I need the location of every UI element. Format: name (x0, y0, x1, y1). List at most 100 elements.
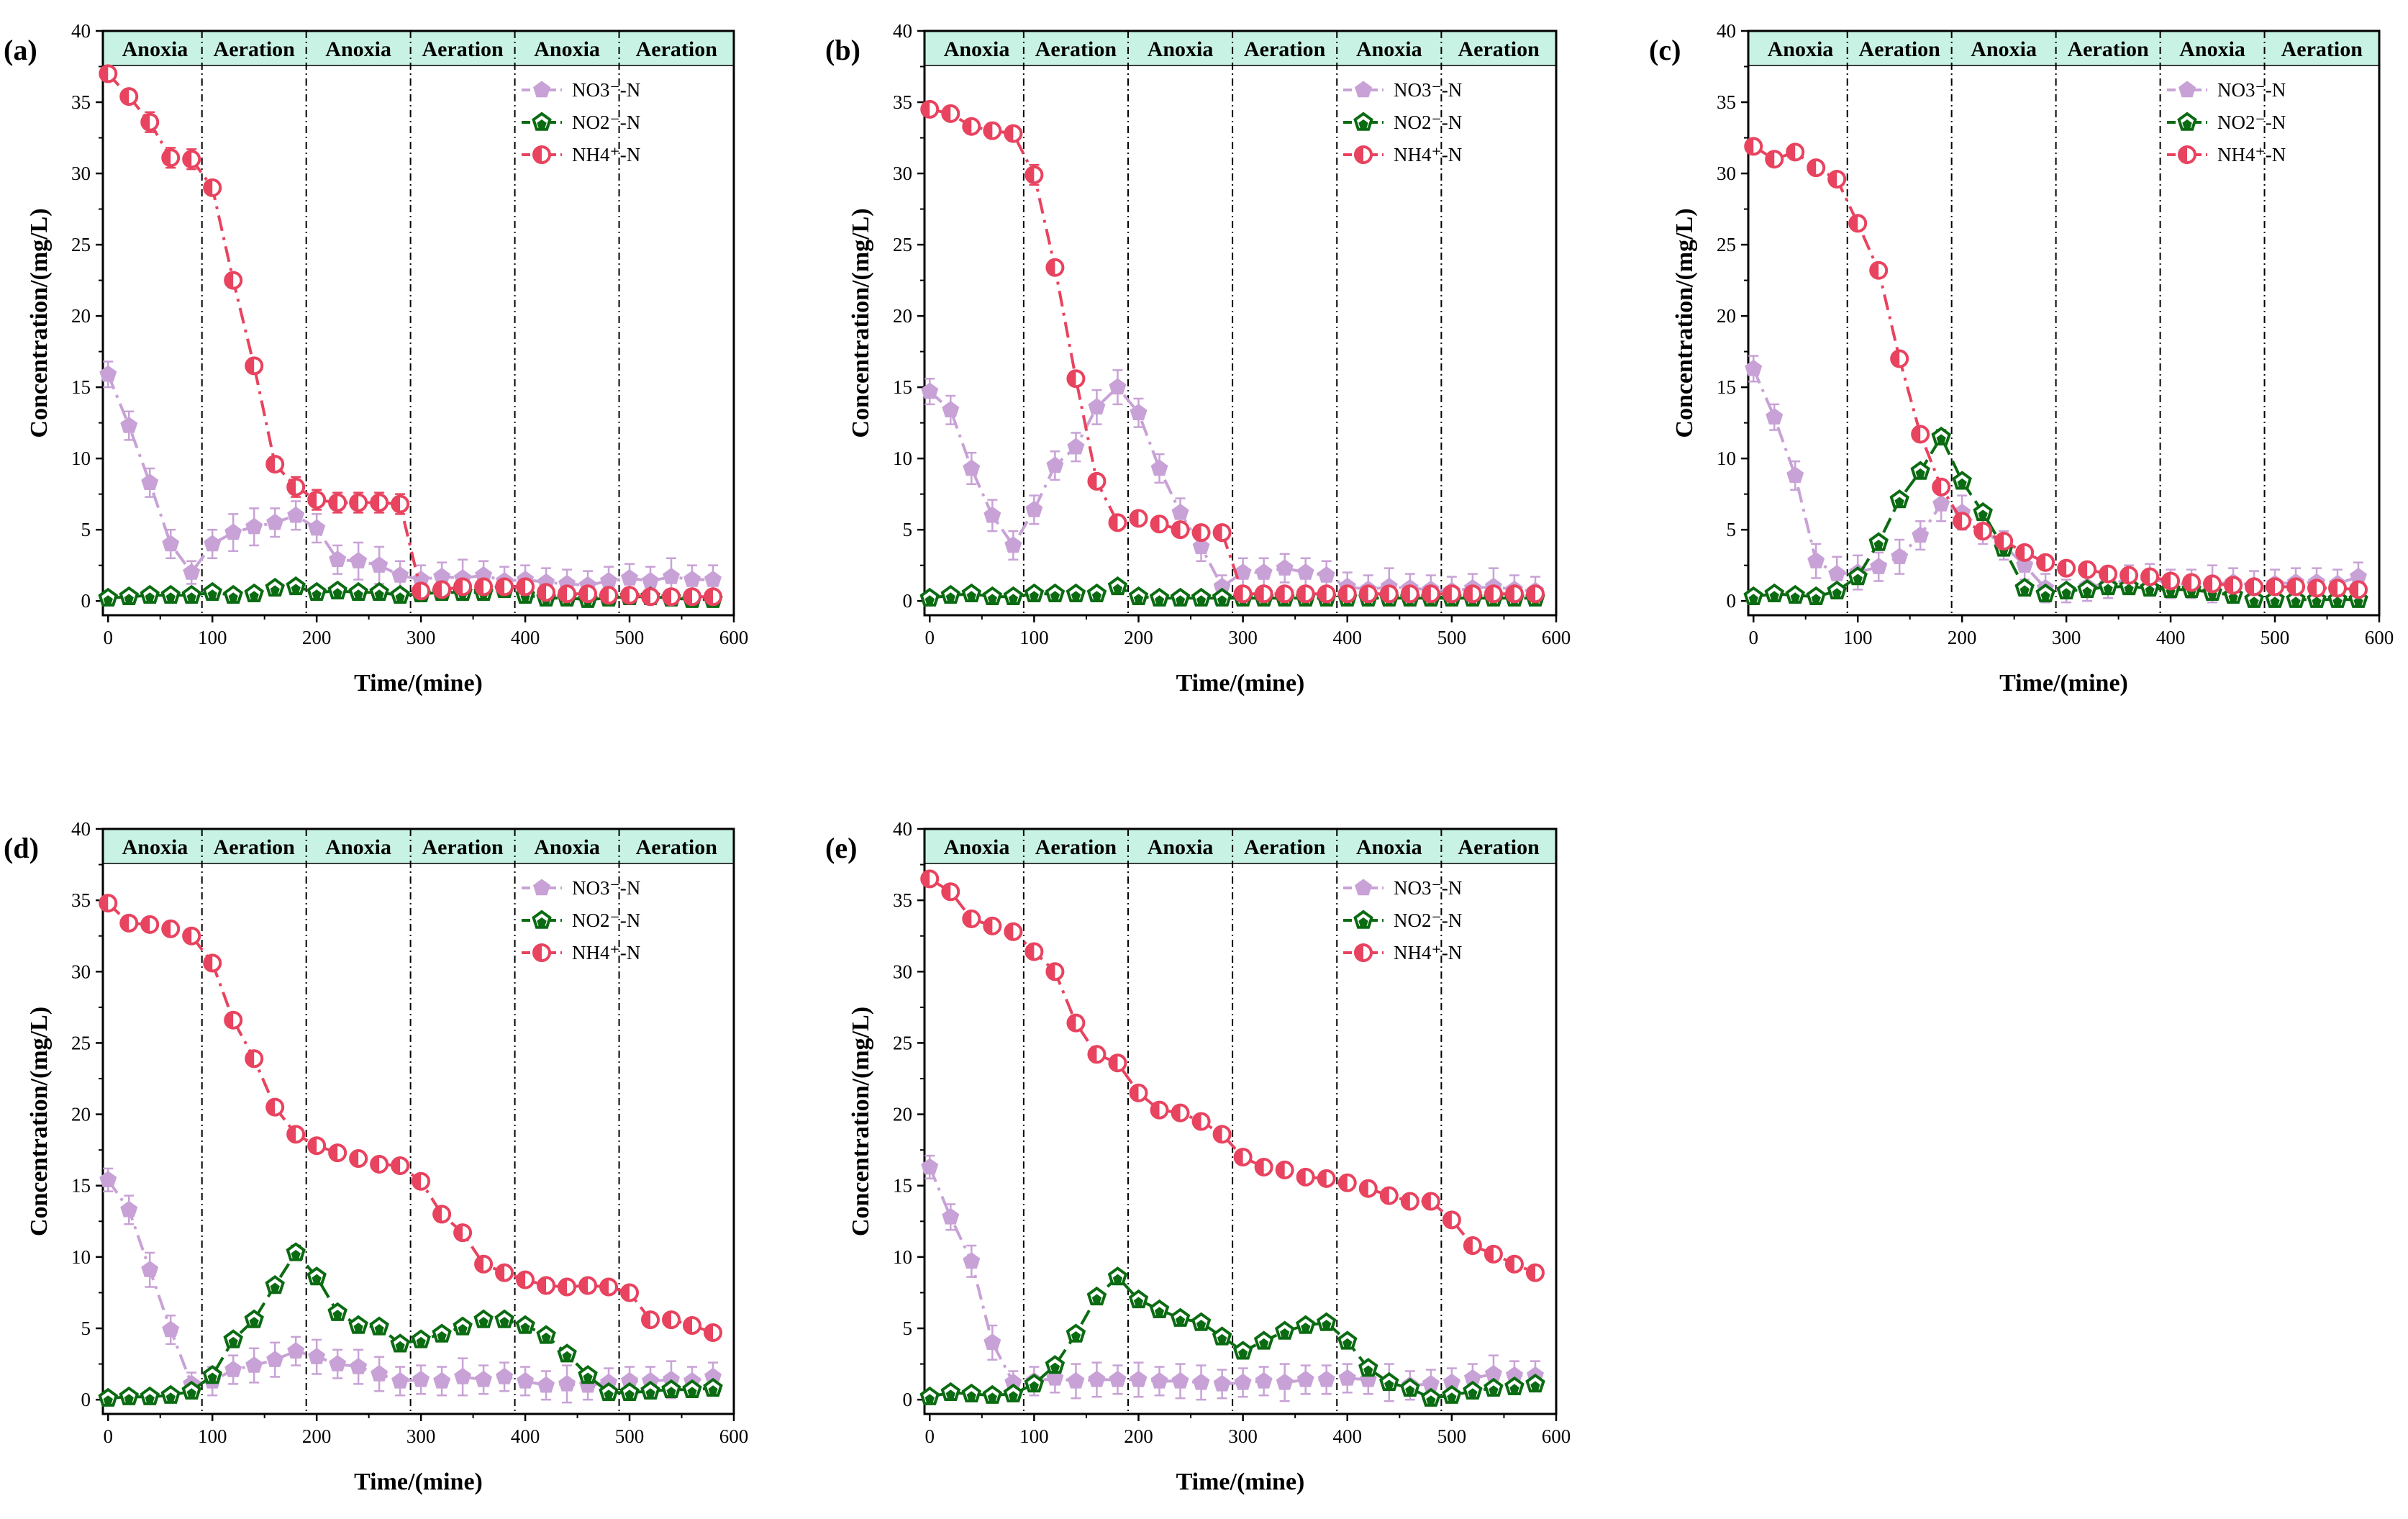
data-point-NO2-fill (270, 585, 280, 594)
data-point-NH4-fill (434, 1206, 442, 1223)
x-tick-label: 0 (925, 1425, 935, 1447)
data-point-NH4 (1869, 260, 1889, 280)
phase-band (1748, 31, 2379, 65)
data-point-NO2 (919, 1386, 940, 1405)
data-point-NO2-fill (1426, 1395, 1436, 1405)
data-point-NO3 (1786, 466, 1804, 484)
legend-marker-NH4-fill (2179, 147, 2187, 163)
data-point-NH4 (1463, 1236, 1482, 1256)
data-point-NO2-fill (520, 1323, 530, 1332)
data-point-NO2 (1379, 1371, 1399, 1392)
data-point-NO2 (1045, 583, 1066, 602)
data-point-NH4-fill (1996, 533, 2004, 550)
x-tick-label: 500 (615, 1425, 645, 1447)
data-point-NO3 (1807, 552, 1825, 568)
data-point-NH4 (245, 1049, 264, 1069)
data-point-NO3 (141, 473, 159, 490)
data-point-NH4 (662, 1310, 681, 1330)
data-point-NO3 (412, 1370, 430, 1387)
data-point-NO3 (266, 513, 284, 530)
data-point-NH4 (432, 580, 452, 599)
data-point-NO2-fill (1301, 1323, 1311, 1332)
data-point-NO2-fill (1133, 1297, 1144, 1306)
data-point-NH4 (245, 356, 264, 376)
data-point-NH4 (1296, 1167, 1315, 1187)
x-tick-label: 400 (1333, 1425, 1363, 1447)
data-point-NO2-fill (604, 1389, 614, 1399)
data-point-NO2-fill (583, 1372, 593, 1382)
data-point-NO2-fill (1112, 584, 1123, 594)
data-point-NH4 (578, 1276, 598, 1295)
data-point-NH4 (1953, 512, 1972, 531)
data-point-NH4-fill (684, 1318, 693, 1334)
data-point-NH4 (2224, 576, 2243, 595)
x-tick-label: 100 (198, 627, 227, 648)
data-point-NO2-fill (1978, 509, 1988, 520)
data-point-NH4-fill (1109, 514, 1118, 531)
x-axis-label: Time/(mine) (1176, 670, 1305, 697)
data-point-NH4-fill (183, 928, 192, 944)
y-tick-label: 40 (1717, 20, 1736, 42)
data-point-NH4 (349, 493, 368, 512)
data-point-NO2-fill (1748, 594, 1758, 603)
data-point-NO3 (1130, 1370, 1148, 1387)
data-point-NO3 (921, 1158, 939, 1175)
data-point-NO2-fill (395, 1341, 405, 1351)
data-point-NH4 (1212, 523, 1232, 543)
data-point-NH4-fill (1891, 350, 1900, 367)
data-point-NO2 (1066, 1323, 1086, 1343)
data-point-NO2 (1358, 1358, 1378, 1377)
data-point-NH4 (2266, 577, 2285, 597)
phase-label: Aeration (1244, 37, 1326, 61)
data-point-NH4 (1087, 471, 1107, 491)
y-tick-label: 35 (1717, 91, 1736, 113)
data-point-NO3 (1088, 1370, 1106, 1387)
data-point-NH4 (453, 577, 473, 597)
data-point-NH4-fill (1360, 586, 1368, 602)
data-point-NO2 (682, 1379, 702, 1398)
data-point-NH4-fill (1068, 371, 1076, 387)
data-point-NO2-fill (1280, 1328, 1290, 1338)
data-point-NO2 (557, 1343, 577, 1363)
y-tick-label: 0 (1727, 590, 1737, 612)
phase-label: Aeration (1458, 835, 1540, 859)
data-point-NH4-fill (705, 1324, 714, 1341)
data-point-NO3 (942, 401, 960, 417)
data-point-NH4 (1504, 584, 1524, 604)
data-point-NH4 (537, 1276, 556, 1295)
panel-label: (b) (825, 34, 860, 66)
phase-label: Aeration (636, 835, 718, 859)
data-point-NO2 (306, 1266, 327, 1286)
data-point-NO2 (2077, 579, 2097, 599)
data-point-NH4-fill (2246, 579, 2255, 595)
data-point-NH4 (2099, 564, 2118, 584)
phase-label: Aeration (1244, 835, 1326, 859)
data-point-NH4-fill (496, 579, 505, 595)
data-point-NH4-fill (392, 496, 401, 512)
data-point-NO2-fill (1811, 594, 1821, 603)
data-point-NH4 (1024, 942, 1044, 961)
data-point-NO2 (1253, 1330, 1274, 1350)
phase-label: Anoxia (1356, 835, 1422, 859)
data-point-NH4-fill (1954, 513, 1963, 530)
data-point-NH4-fill (1745, 138, 1754, 155)
data-point-NH4 (161, 919, 181, 938)
data-point-NO2-fill (1915, 468, 1925, 478)
data-point-NO2 (1066, 583, 1086, 602)
legend-marker-NH4 (532, 145, 551, 164)
data-point-NO2-fill (987, 1392, 997, 1402)
data-point-NH4-fill (246, 358, 255, 374)
data-point-NH4 (495, 577, 514, 597)
legend-label: NO2⁻-N (1394, 112, 1462, 133)
y-tick-label: 5 (81, 1318, 91, 1339)
data-point-NH4-fill (1360, 1180, 1368, 1197)
data-point-NH4 (307, 490, 327, 509)
phase-label: Aeration (2067, 37, 2149, 61)
y-tick-label: 25 (893, 1032, 912, 1053)
data-point-NH4-fill (100, 65, 109, 82)
legend-marker-NH4-fill (534, 147, 542, 163)
data-point-NO2-fill (374, 589, 384, 599)
legend-marker-NH4 (2178, 145, 2196, 164)
data-point-NH4-fill (1766, 151, 1775, 168)
y-axis-label: Concentration/(mg/L) (848, 1007, 874, 1236)
